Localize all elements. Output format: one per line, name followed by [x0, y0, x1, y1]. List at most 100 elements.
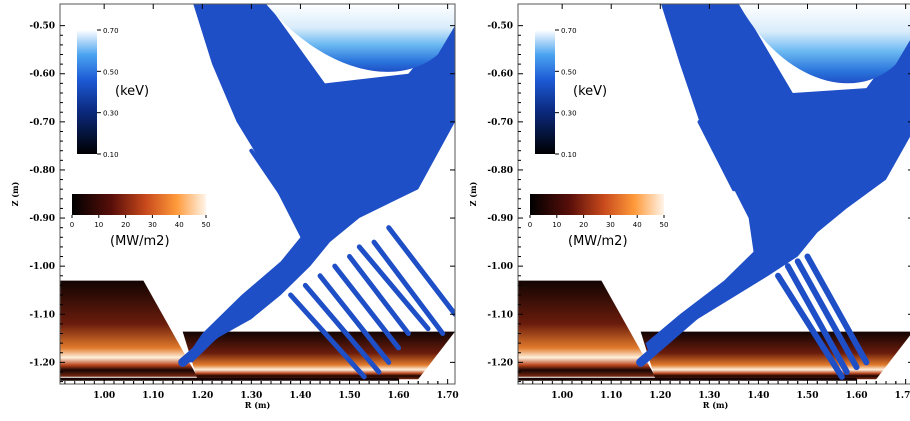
y-tick-label: -0.80	[29, 166, 55, 176]
temperature-colorbar	[77, 30, 97, 154]
divertor-outer-tile	[640, 331, 910, 380]
tile-bottom-band	[518, 377, 857, 381]
sol-filament	[794, 258, 860, 371]
x-tick-label: 1.10	[600, 391, 622, 401]
y-tick-label: -0.50	[29, 22, 55, 32]
x-tick-label: 1.70	[895, 391, 910, 401]
sol-filament	[804, 253, 870, 366]
x-tick-label: 1.60	[388, 391, 410, 401]
y-tick-label: -0.50	[487, 22, 513, 32]
sol-filament	[371, 239, 446, 336]
x-axis-label: R (m)	[245, 400, 271, 410]
x-tick-label: 1.40	[747, 391, 769, 401]
tile-bottom-band	[60, 377, 399, 381]
x-axis-label: R (m)	[703, 400, 729, 410]
temp-cbar-tick-label: 0.70	[103, 27, 119, 35]
plot-area	[518, 4, 910, 381]
sol-filament	[356, 244, 431, 332]
x-tick-label: 1.20	[649, 391, 671, 401]
temp-cbar-tick-label: 0.30	[561, 110, 577, 118]
x-tick-label: 1.60	[846, 391, 868, 401]
sol-filament	[332, 263, 402, 351]
edge-filament	[229, 100, 269, 172]
temp-cbar-tick-label: 0.70	[561, 27, 577, 35]
edge-filament	[697, 119, 736, 192]
y-tick-label: -1.10	[29, 310, 55, 320]
flux-cbar-tick-label: 40	[175, 221, 184, 229]
x-tick-label: 1.30	[240, 391, 262, 401]
plasma-body	[645, 4, 910, 358]
y-tick-label: -0.70	[29, 118, 55, 128]
plot-frame	[59, 3, 456, 385]
plot-area	[60, 4, 455, 381]
sol-filament	[784, 263, 850, 375]
sol-filament	[775, 272, 845, 380]
inner-leg	[636, 285, 729, 367]
y-tick-label: -0.60	[29, 70, 55, 80]
flux-cbar-tick-label: 0	[528, 221, 532, 229]
temperature-unit: (keV)	[573, 84, 607, 99]
x-tick-label: 1.00	[551, 391, 573, 401]
y-tick-label: -1.10	[487, 310, 513, 320]
edge-filament	[663, 4, 702, 91]
heatflux-unit: (MW/m2)	[110, 234, 170, 249]
edge-filament	[682, 62, 717, 144]
flux-cbar-tick-label: 40	[633, 221, 642, 229]
flux-cbar-tick-label: 20	[121, 221, 130, 229]
heatflux-colorbar	[72, 194, 206, 215]
x-tick-label: 1.20	[191, 391, 213, 401]
edge-filament	[210, 47, 254, 134]
y-tick-label: -1.00	[29, 262, 55, 272]
temp-cbar-tick-label: 0.50	[561, 68, 577, 76]
sol-filament	[288, 292, 367, 380]
panel-2: -0.50 -0.60 -0.70 -0.80 -0.90 -1.00 -1.10 -1.20…	[468, 3, 910, 410]
flux-cbar-tick-label: 20	[579, 221, 588, 229]
sol-filament	[347, 254, 411, 336]
sol-filament	[302, 282, 382, 375]
x-tick-label: 1.30	[698, 391, 720, 401]
divertor-inner-tile	[60, 280, 198, 377]
flux-cbar-tick-label: 30	[606, 221, 615, 229]
flux-cbar-tick-label: 10	[552, 221, 561, 229]
sol-filament	[317, 273, 392, 365]
y-tick-label: -1.20	[29, 358, 55, 368]
divertor-inner-tile	[518, 280, 656, 377]
plasma-body	[182, 4, 455, 363]
x-tick-label: 1.40	[289, 391, 311, 401]
x-tick-label: 1.50	[339, 391, 361, 401]
y-tick-label: -0.80	[487, 166, 513, 176]
x-tick-label: 1.70	[437, 391, 459, 401]
heatflux-unit: (MW/m2)	[568, 234, 628, 249]
y-axis-label: Z (m)	[468, 181, 478, 206]
inner-leg	[178, 285, 271, 367]
flux-cbar-tick-label: 10	[94, 221, 103, 229]
temp-cbar-tick-label: 0.50	[103, 68, 119, 76]
sol-filament	[386, 225, 455, 317]
flux-cbar-tick-label: 0	[70, 221, 74, 229]
temperature-colorbar	[535, 30, 555, 154]
temperature-unit: (keV)	[115, 84, 149, 99]
edge-filament	[249, 148, 293, 211]
x-tick-label: 1.00	[93, 391, 115, 401]
x-tick-label: 1.10	[142, 391, 164, 401]
plot-frame	[517, 3, 910, 385]
y-tick-label: -1.20	[487, 358, 513, 368]
temp-cbar-tick-label: 0.10	[561, 151, 577, 159]
plasma-hot-core	[738, 4, 910, 84]
y-tick-label: -0.90	[487, 214, 513, 224]
y-tick-label: -0.90	[29, 214, 55, 224]
y-tick-label: -0.70	[487, 118, 513, 128]
flux-cbar-tick-label: 30	[148, 221, 157, 229]
heatflux-colorbar	[530, 194, 664, 215]
flux-cbar-tick-label: 50	[202, 221, 211, 229]
plasma-hot-core	[266, 4, 455, 72]
temp-cbar-tick-label: 0.10	[103, 151, 119, 159]
flux-cbar-tick-label: 50	[660, 221, 669, 229]
panel-1: -0.50 -0.60 -0.70 -0.80 -0.90 -1.00 -1.10 -1.20…	[10, 3, 459, 410]
y-tick-label: -0.60	[487, 70, 513, 80]
x-tick-label: 1.50	[797, 391, 819, 401]
divertor-outer-tile	[182, 331, 455, 380]
y-tick-label: -1.00	[487, 262, 513, 272]
